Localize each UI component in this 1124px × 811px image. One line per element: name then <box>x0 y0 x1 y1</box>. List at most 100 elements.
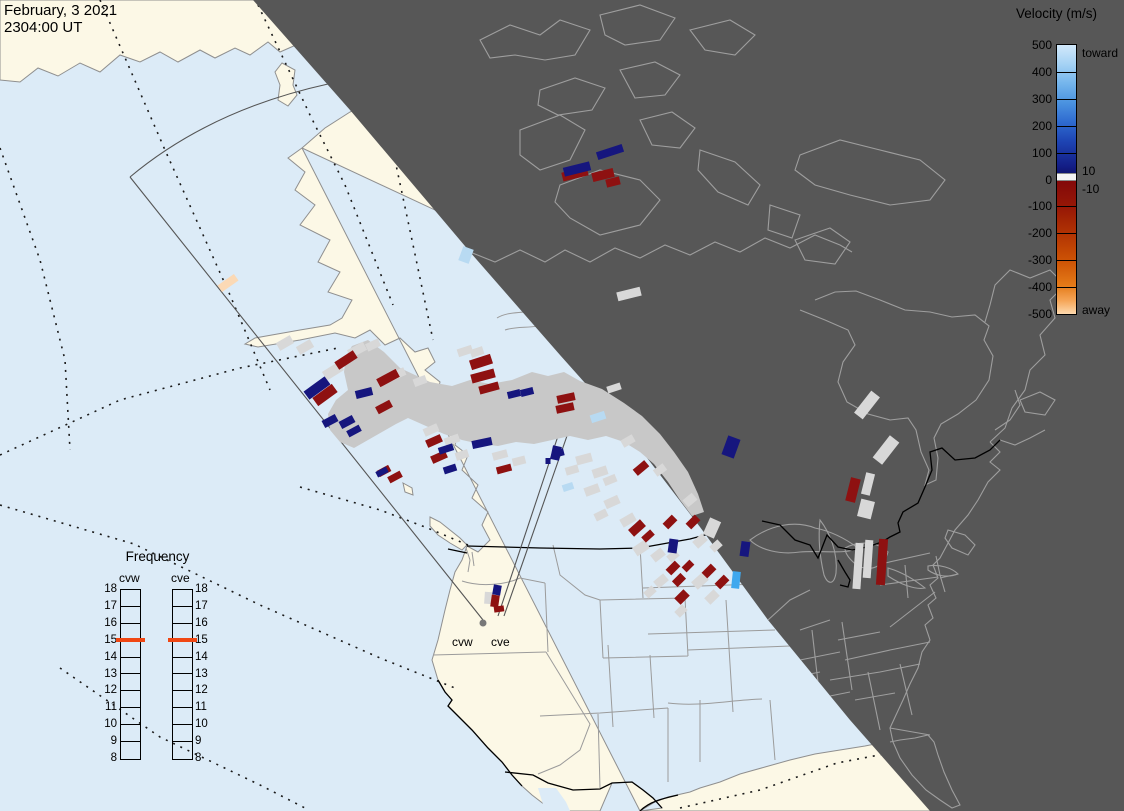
velocity-cell-red <box>376 368 400 388</box>
frequency-cell <box>121 675 140 692</box>
velocity-cell-pale <box>589 410 607 424</box>
frequency-legend: Frequency cvw cve 18 17 16 15 14 13 12 11 10 9 8 18… <box>95 545 230 773</box>
frequency-tick-label: 18 <box>195 583 208 595</box>
frequency-cell <box>121 725 140 743</box>
velocity-cell-gs <box>862 539 874 579</box>
velocity-cell-blue <box>375 466 389 478</box>
time-line: 2304:00 UT <box>4 19 83 36</box>
velocity-cell-red <box>875 538 889 586</box>
frequency-cell <box>121 742 140 759</box>
velocity-cell-red <box>387 470 403 484</box>
frequency-tick-label: 8 <box>195 752 202 764</box>
velocity-cell-red <box>493 605 505 613</box>
frequency-cell <box>121 590 140 607</box>
velocity-cell-gs <box>602 473 618 487</box>
velocity-tick-line <box>1057 233 1076 234</box>
velocity-cell-gs <box>691 572 709 590</box>
velocity-cell-blue <box>354 387 374 399</box>
velocity-legend-title: Velocity (m/s) <box>1016 6 1098 21</box>
velocity-cell-gs <box>702 517 722 539</box>
velocity-tick-line <box>1057 99 1076 100</box>
date-line: February, 3 2021 <box>4 2 118 19</box>
velocity-cell-gs <box>422 423 440 437</box>
site-label-cvw: cvw <box>452 635 473 649</box>
velocity-cell-blue <box>562 161 592 177</box>
frequency-tick-label: 15 <box>104 633 117 646</box>
velocity-cell-gs <box>704 589 720 605</box>
site-label-cve: cve <box>491 635 510 649</box>
velocity-cell-blue <box>519 387 535 397</box>
frequency-active-marker <box>116 637 145 642</box>
velocity-tick-label: 300 <box>1031 92 1052 106</box>
velocity-cell-gs <box>682 492 698 508</box>
velocity-cell-gs <box>616 286 642 302</box>
velocity-cell-gs <box>653 573 669 589</box>
velocity-cell-gs <box>860 472 876 496</box>
velocity-cell-blue <box>437 443 455 455</box>
frequency-tick-label: 17 <box>104 599 117 612</box>
velocity-cell-red <box>632 460 650 476</box>
frequency-cell <box>173 708 192 726</box>
velocity-cell-gs <box>852 542 864 590</box>
velocity-cell-gs <box>709 539 723 553</box>
velocity-cell-gs <box>606 382 622 394</box>
frequency-ladder-cve <box>172 589 193 760</box>
fov-left-edge <box>129 176 484 621</box>
timestamp: February, 3 2021 2304:00 UT <box>4 2 117 36</box>
frequency-tick-label: 18 <box>104 583 117 595</box>
velocity-tick-label: -400 <box>1027 280 1052 294</box>
velocity-cell-gs <box>603 494 621 510</box>
velocity-cell-blue <box>595 144 625 160</box>
toward-label: toward <box>1082 46 1119 60</box>
velocity-cell-blue <box>721 435 741 459</box>
velocity-cell-blue <box>303 376 331 400</box>
velocity-colorbar-zero-band <box>1057 173 1076 181</box>
velocity-cell-blue <box>321 413 339 429</box>
radar-label-cve: cve <box>171 571 190 585</box>
frequency-tick-label: 8 <box>110 752 117 764</box>
velocity-cell-red <box>681 559 695 573</box>
velocity-cell-gs <box>469 346 485 358</box>
gulf-of-california <box>538 788 570 811</box>
night-country-border <box>761 439 1001 588</box>
frequency-tick-label: 13 <box>195 667 208 680</box>
velocity-cell-red <box>701 563 717 579</box>
frequency-tick-label: 14 <box>104 650 117 663</box>
frequency-cell <box>173 641 192 658</box>
velocity-tick-label: 100 <box>1031 146 1052 160</box>
velocity-cell-red <box>556 392 576 404</box>
velocity-cell-blue <box>550 445 562 461</box>
mexico-coast <box>639 794 679 811</box>
velocity-cell-gs <box>643 585 657 599</box>
frequency-cell <box>121 708 140 726</box>
frequency-cell <box>173 742 192 759</box>
frequency-cell <box>173 607 192 624</box>
frequency-cell <box>173 658 192 675</box>
radar-site-dot <box>479 619 487 627</box>
frequency-tick-label: 16 <box>104 616 117 629</box>
frequency-tick-label: 9 <box>110 735 117 748</box>
velocity-cell-blue <box>442 463 458 475</box>
neg-threshold-label: -10 <box>1082 182 1100 196</box>
velocity-cell-pale <box>458 246 474 264</box>
velocity-cell-red <box>641 529 655 543</box>
velocity-cell-gs <box>295 339 315 355</box>
velocity-cell-gs <box>412 375 428 387</box>
velocity-cell-gs <box>491 449 509 461</box>
velocity-cell-gs <box>854 390 880 420</box>
velocity-cell-gs <box>652 463 668 477</box>
frequency-tick-label: 10 <box>104 718 117 731</box>
velocity-cell-red <box>468 353 494 371</box>
frequency-tick-label: 12 <box>195 684 208 697</box>
velocity-cell-red <box>334 350 358 370</box>
frequency-tick-label: 17 <box>195 599 208 612</box>
velocity-cell-red <box>845 477 861 503</box>
frequency-cell <box>173 691 192 709</box>
frequency-tick-label: 15 <box>195 633 208 646</box>
velocity-cell-red <box>591 167 615 183</box>
velocity-cell-red <box>662 514 678 530</box>
frequency-cell <box>121 641 140 658</box>
velocity-cell-gs <box>511 455 527 467</box>
